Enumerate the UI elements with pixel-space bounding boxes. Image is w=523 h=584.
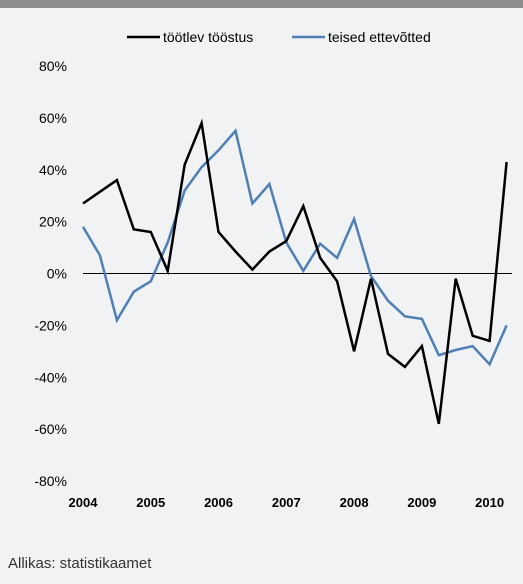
y-tick-label: 40% <box>39 162 67 178</box>
x-tick-label: 2007 <box>272 495 301 510</box>
x-tick-label: 2010 <box>475 495 504 510</box>
x-tick-label: 2005 <box>136 495 165 510</box>
y-tick-label: -20% <box>34 317 67 333</box>
y-tick-label: -60% <box>34 421 67 437</box>
y-tick-label: -40% <box>34 369 67 385</box>
y-axis-ticks: 80% 60% 40% 20% 0% -20% -40% -60% -80% <box>34 58 67 489</box>
y-tick-label: -80% <box>34 473 67 489</box>
y-tick-label: 0% <box>47 266 67 282</box>
top-border-bar <box>0 0 523 8</box>
series-line-teised-ettevotted <box>81 128 508 367</box>
legend-label-series-1: töötlev tööstus <box>163 29 253 45</box>
line-chart: töötlev tööstus teised ettevõtted 80% 60%… <box>34 29 512 510</box>
source-note: Allikas: statistikaamet <box>8 555 152 572</box>
y-tick-label: 80% <box>39 58 67 74</box>
x-axis-ticks: 2004 2005 2006 2007 2008 2009 2010 <box>69 495 505 510</box>
y-tick-label: 60% <box>39 110 67 126</box>
legend: töötlev tööstus teised ettevõtted <box>127 29 431 45</box>
y-tick-label: 20% <box>39 214 67 230</box>
x-tick-label: 2004 <box>69 495 99 510</box>
legend-label-series-2: teised ettevõtted <box>328 29 431 45</box>
x-tick-label: 2008 <box>340 495 369 510</box>
x-tick-label: 2006 <box>204 495 233 510</box>
series-line-tootlev-toostus <box>82 118 508 425</box>
x-tick-label: 2009 <box>407 495 436 510</box>
